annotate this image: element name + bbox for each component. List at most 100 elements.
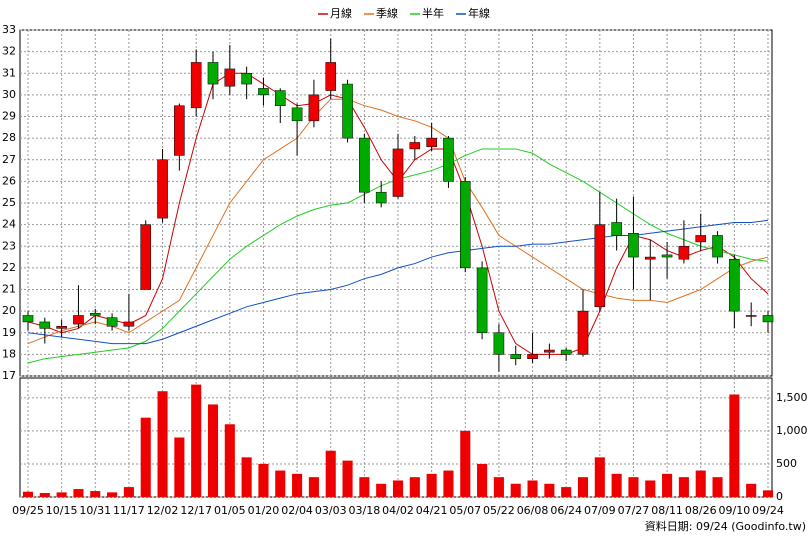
candle-body [611,222,622,236]
volume-bar [695,470,706,497]
x-tick-label: 09/10 [719,504,751,517]
candle-body [174,105,185,156]
volume-bar [22,491,34,497]
x-tick-label: 08/11 [651,504,683,517]
volume-bar [207,404,219,497]
x-tick-label: 05/07 [449,504,481,517]
x-tick-label: 07/27 [618,504,650,517]
volume-bar [443,470,454,497]
x-tick-label: 11/17 [113,504,145,517]
candle-body [443,137,454,182]
volume-bar [140,417,151,497]
volume-bar [275,470,286,497]
x-tick-label: 10/15 [46,504,78,517]
y-tick-label: 33 [2,23,16,36]
y-tick-label: 30 [2,88,16,101]
volume-tick-label: 1,500 [776,391,808,404]
candle-body [56,326,67,329]
y-tick-label: 28 [2,131,16,144]
y-tick-label: 19 [2,326,16,339]
volume-bar [628,477,639,497]
candle-body [644,256,656,260]
candle-body [73,315,84,325]
x-tick-label: 01/05 [214,504,246,517]
candle-body [476,267,488,333]
x-tick-label: 04/02 [382,504,414,517]
candle-body [527,354,538,359]
y-tick-label: 22 [2,261,16,274]
volume-bar [746,483,757,497]
x-tick-label: 07/09 [584,504,616,517]
volume-bar [493,477,504,497]
candle-body [594,224,606,308]
candle-body [359,137,370,193]
volume-bar [460,430,471,497]
volume-bar [258,463,269,497]
volume-bar [409,477,420,497]
candle-body [678,246,690,260]
volume-bar [157,391,168,497]
candle-body [628,233,639,258]
volume-bar [561,487,572,497]
y-tick-label: 26 [2,174,16,187]
candle-body [274,90,286,106]
footer: 資料日期: 09/24 (Goodinfo.tw) [645,519,806,533]
candle-body [241,73,252,85]
candle-body [695,235,707,243]
candle-body [89,313,101,316]
volume-bar [376,483,387,497]
legend-label: 季線 [376,6,398,20]
volume-bar [342,460,353,497]
volume-tick-label: 1,000 [776,424,808,437]
y-tick-label: 17 [2,369,16,382]
volume-bar [73,489,84,497]
candle-body [39,321,51,329]
candle-body [342,83,353,139]
volume-bar [712,477,723,497]
y-tick-label: 18 [2,347,16,360]
x-tick-label: 12/17 [180,504,212,517]
volume-bar [645,480,656,497]
volume-bar [544,483,555,497]
volume-bar [39,493,50,497]
ma-line [27,219,769,345]
candle-body [375,191,387,204]
candle-body [207,62,219,85]
x-tick-label: 09/25 [12,504,44,517]
candle-body [560,349,572,355]
x-tick-label: 05/22 [483,504,515,517]
y-tick-label: 32 [2,45,16,58]
candle-body [409,142,421,150]
volume-bar [191,384,202,497]
candle-body [745,315,757,317]
y-tick-label: 31 [2,66,16,79]
candle-body [510,354,522,359]
y-tick-label: 27 [2,153,16,166]
candle-body [190,62,202,109]
y-tick-label: 24 [2,218,16,231]
candle-body [493,332,505,355]
candle-body [157,159,168,219]
x-tick-label: 12/02 [147,504,179,517]
x-tick-label: 06/08 [517,504,549,517]
volume-bar [308,477,319,497]
candle-body [258,88,269,96]
volume-bar [123,487,134,497]
volume-bar [359,477,370,497]
volume-bar [527,480,538,497]
y-tick-label: 20 [2,304,16,317]
candle-body [123,321,135,327]
y-tick-label: 21 [2,283,16,296]
volume-bar [241,457,252,497]
legend-label: 半年 [422,6,444,20]
volume-tick-label: 500 [776,457,797,470]
x-tick-label: 08/26 [685,504,717,517]
candle-body [224,68,236,87]
candle-body [762,315,774,323]
candle-body [544,349,555,353]
volume-bar [477,463,488,497]
volume-bar [729,394,740,497]
y-tick-label: 29 [2,110,16,123]
volume-bar [510,483,521,497]
